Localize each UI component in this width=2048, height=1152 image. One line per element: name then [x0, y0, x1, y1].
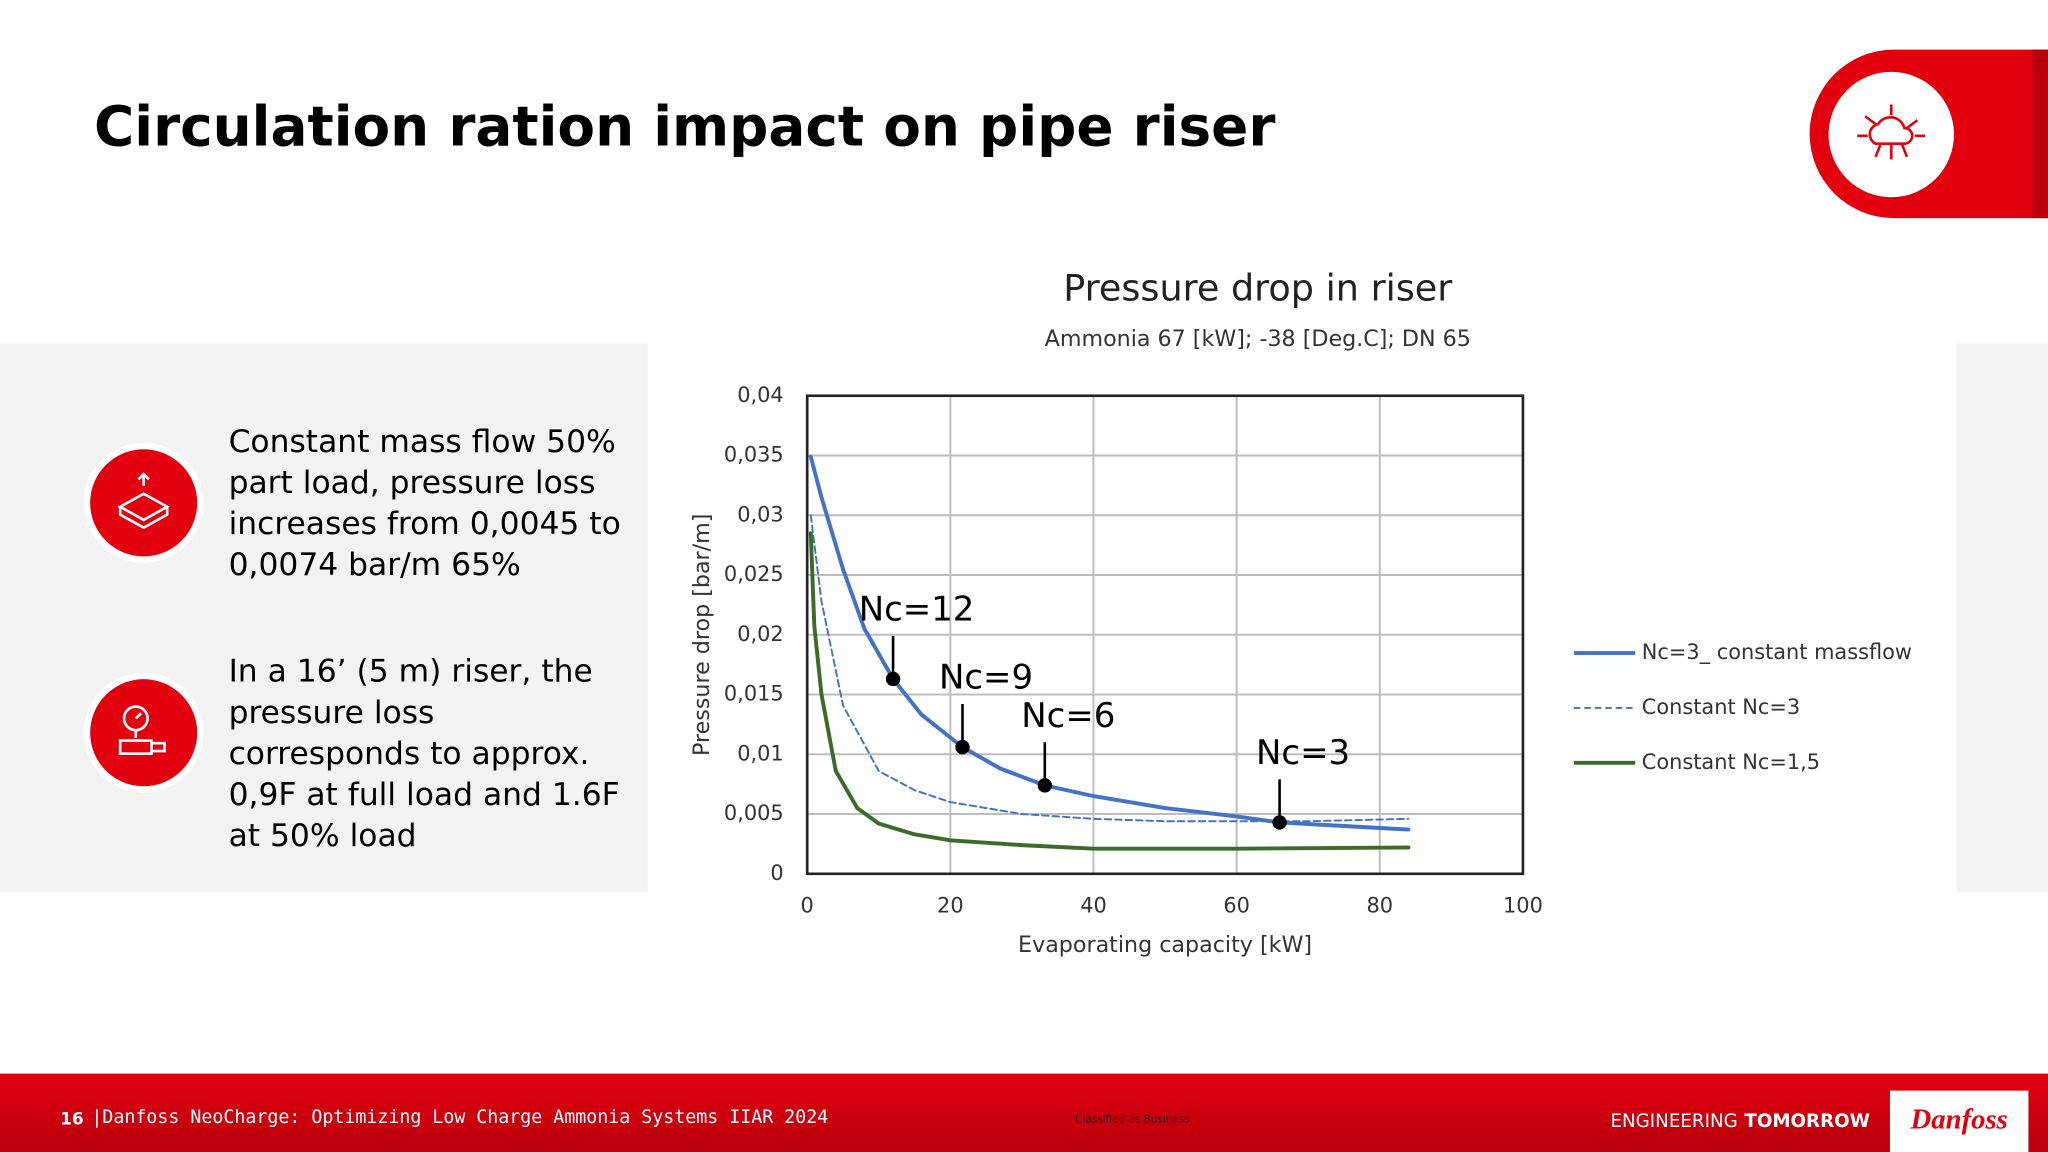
bullet-line: In a 16’ (5 m) riser, the: [229, 654, 593, 690]
series-line: [809, 514, 1410, 823]
icon-circle: [90, 449, 198, 557]
badge-icon: [1857, 104, 1926, 160]
x-tick-label: 80: [1366, 893, 1393, 917]
y-tick-label: 0,025: [724, 562, 784, 586]
y-tick-label: 0,005: [724, 801, 784, 825]
bullet-line: corresponds to approx.: [229, 736, 590, 772]
chart: Pressure drop in riser Ammonia 67 [kW]; …: [689, 266, 1912, 958]
chart-subtitle: Ammonia 67 [kW]; -38 [Deg.C]; DN 65: [1045, 326, 1471, 352]
x-tick-label: 0: [801, 893, 814, 917]
chart-title: Pressure drop in riser: [1063, 266, 1453, 309]
tagline-1: ENGINEERING: [1610, 1111, 1737, 1132]
y-tick-label: 0,015: [724, 682, 784, 706]
annotation-point: [885, 671, 901, 687]
y-tick-label: 0: [770, 861, 783, 885]
series-line: [808, 454, 1411, 832]
annotation-point: [955, 739, 970, 755]
x-tick-label: 60: [1223, 893, 1250, 917]
right-panel: [1956, 343, 2048, 893]
y-tick-label: 0,04: [737, 383, 783, 407]
legend-label: Constant Nc=3: [1642, 695, 1800, 719]
annotation-point: [1272, 815, 1287, 830]
x-tick-label: 20: [937, 893, 964, 917]
bullet-line: pressure loss: [229, 695, 435, 731]
y-axis-label: Pressure drop [bar/m]: [689, 514, 715, 756]
annotation-label: Nc=3: [1256, 733, 1350, 773]
plot-frame: [805, 394, 1525, 876]
icon-box: [117, 472, 170, 530]
footer-text: |Danfoss NeoCharge: Optimizing Low Charg…: [91, 1107, 828, 1128]
bullets: Constant mass flow 50% part load, pressur…: [229, 424, 621, 854]
annotation-label: Nc=9: [939, 658, 1033, 698]
badge-edge: [2032, 49, 2048, 219]
logo: Danfoss: [1910, 1104, 2008, 1136]
badge-circle: [1828, 71, 1954, 198]
bullet-line: at 50% load: [229, 818, 417, 854]
x-axis-label: Evaporating capacity [kW]: [1018, 932, 1312, 958]
legend-label: Nc=3_ constant massflow: [1642, 640, 1912, 664]
footer-bar: [0, 1073, 2048, 1152]
annotation-label: Nc=12: [859, 590, 975, 630]
series-line: [808, 531, 1411, 851]
y-tick-label: 0,02: [737, 622, 783, 646]
y-tick-label: 0,035: [724, 443, 784, 467]
y-tick-label: 0,01: [737, 741, 783, 765]
classification: Classified as Business: [1075, 1113, 1189, 1125]
bullet-line: part load, pressure loss: [229, 465, 596, 501]
left-panel: [0, 343, 648, 893]
x-tick-label: 100: [1503, 893, 1543, 917]
x-tick-label: 40: [1080, 893, 1107, 917]
annotation-point: [1037, 778, 1052, 793]
tagline: ENGINEERING TOMORROW: [1610, 1111, 1869, 1132]
annotation-label: Nc=6: [1021, 696, 1115, 736]
page-number: 16: [60, 1109, 84, 1129]
bullet-line: 0,9F at full load and 1.6F: [229, 777, 620, 813]
legend-label: Constant Nc=1,5: [1642, 750, 1820, 774]
bullet-line: Constant mass flow 50%: [229, 424, 616, 460]
icon-gauge: [118, 705, 166, 755]
bullet-line: increases from 0,0045 to: [229, 506, 621, 542]
icon-circle: [90, 679, 198, 787]
bullet-line: 0,0074 bar/m 65%: [229, 547, 521, 583]
logo-box: [1889, 1090, 2029, 1152]
slide-title: Circulation ration impact on pipe riser: [94, 95, 1275, 159]
y-tick-label: 0,03: [737, 502, 783, 526]
tagline-2: TOMORROW: [1744, 1111, 1870, 1132]
